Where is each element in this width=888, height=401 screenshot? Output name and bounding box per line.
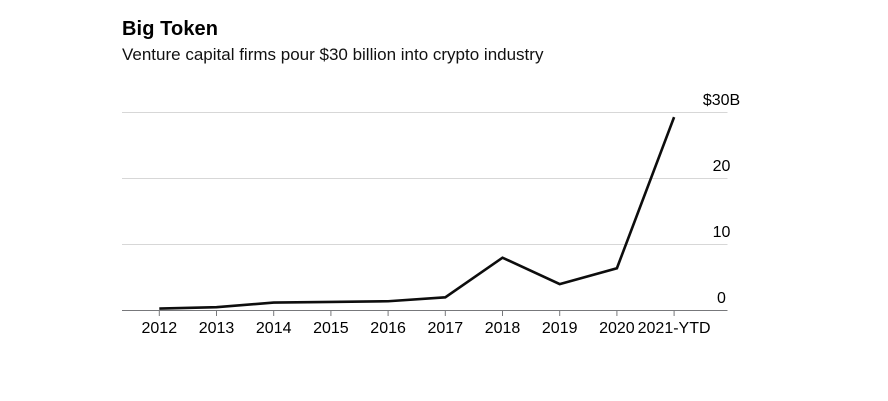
data-line bbox=[159, 116, 676, 310]
y-tick-label: $30B bbox=[703, 92, 740, 109]
x-tick-label: 2018 bbox=[485, 320, 521, 337]
y-tick-label: 10 bbox=[713, 224, 731, 241]
x-tick-label: 2021-YTD bbox=[638, 320, 711, 337]
y-tick-label: 20 bbox=[713, 158, 731, 175]
x-tick-label: 2014 bbox=[256, 320, 292, 337]
chart-title: Big Token bbox=[122, 18, 219, 40]
x-tick-label: 2015 bbox=[313, 320, 349, 337]
x-tick-label: 2020 bbox=[599, 320, 635, 337]
x-tick-label: 2017 bbox=[428, 320, 464, 337]
x-tick-label: 2013 bbox=[199, 320, 235, 337]
x-tick-label: 2016 bbox=[370, 320, 406, 337]
x-tick-label: 2012 bbox=[142, 320, 178, 337]
y-tick-label: 0 bbox=[717, 290, 726, 307]
chart-subtitle: Venture capital firms pour $30 billion i… bbox=[122, 45, 544, 64]
x-tick-label: 2019 bbox=[542, 320, 578, 337]
